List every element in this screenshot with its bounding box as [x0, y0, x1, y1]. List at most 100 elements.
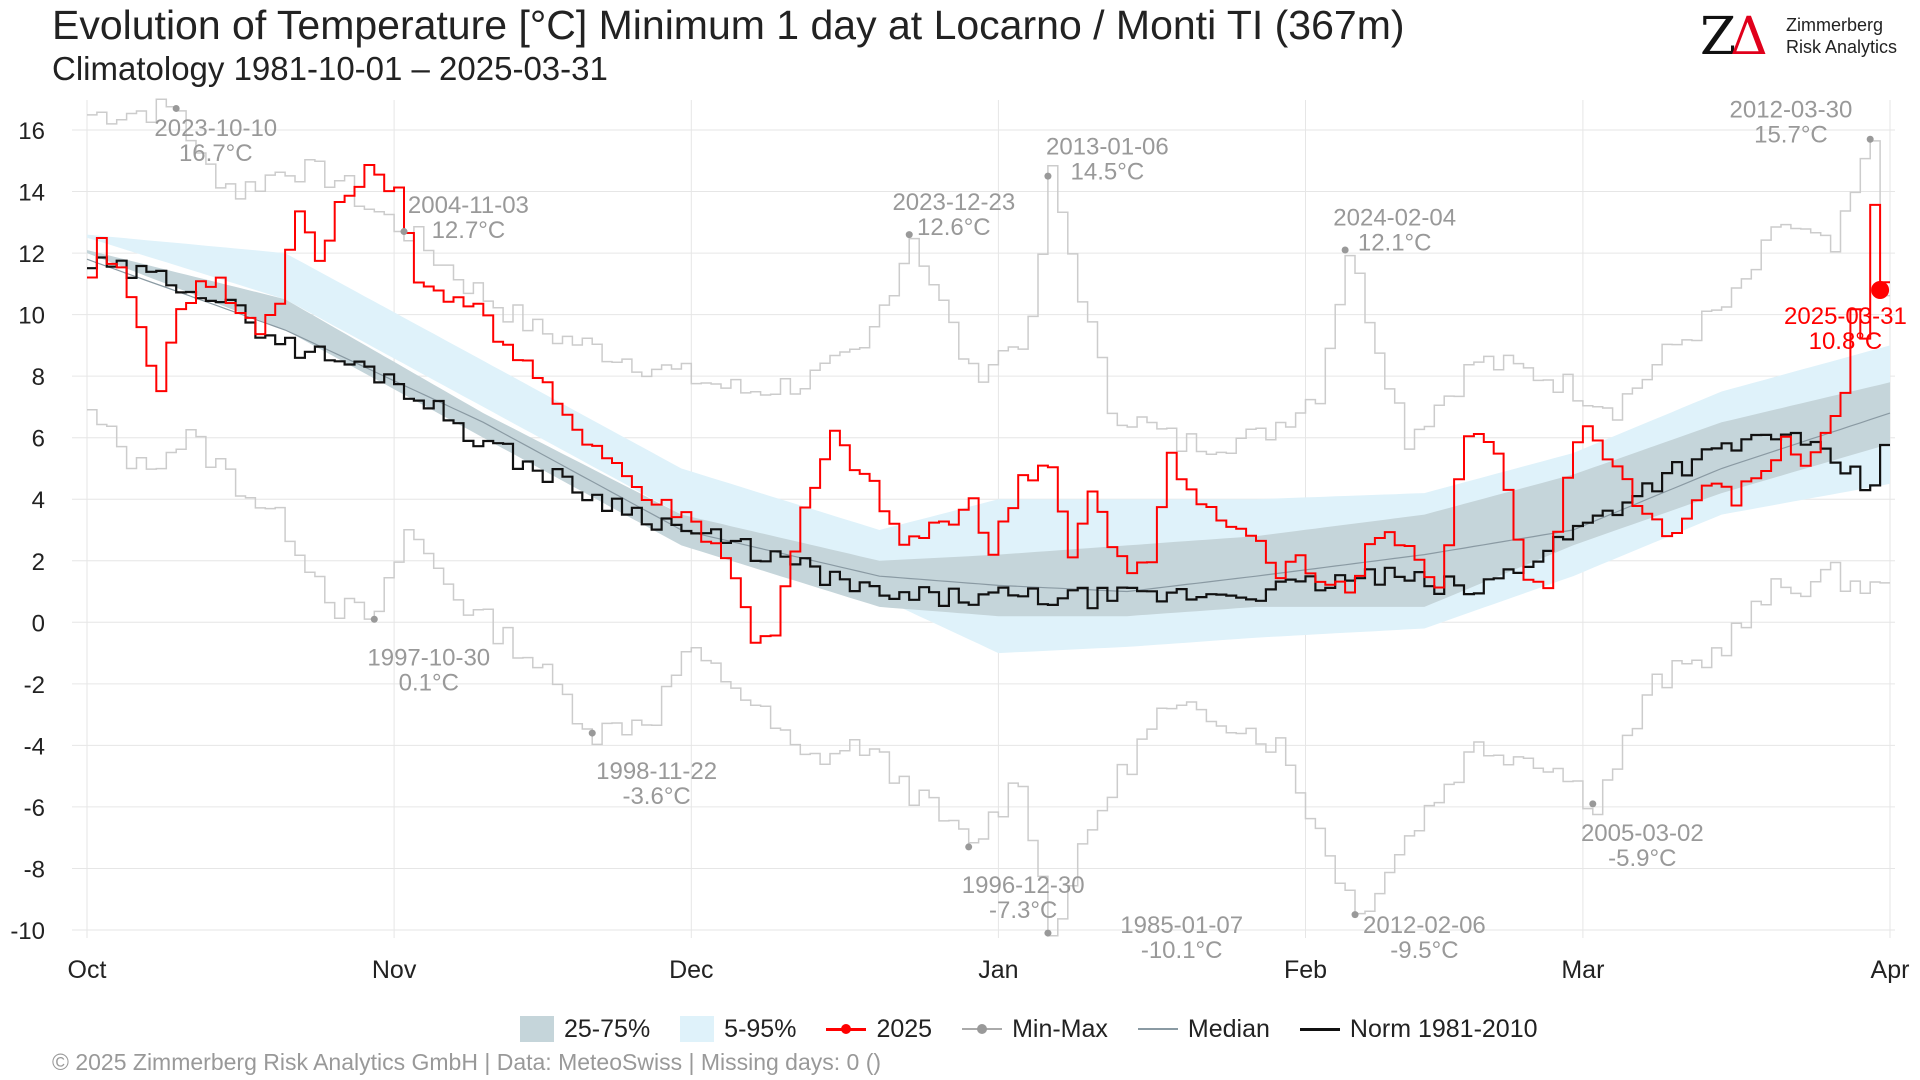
extreme-point — [1044, 172, 1052, 180]
current-date-label: 2025-03-31 — [1784, 303, 1907, 330]
x-tick-label: Oct — [68, 956, 107, 984]
current-value-point — [1871, 281, 1890, 299]
x-axis-ticks: Oct Nov Dec Jan Feb Mar Apr — [68, 956, 1910, 984]
legend-label-norm: Norm 1981-2010 — [1349, 1014, 1538, 1043]
extreme-point — [965, 843, 973, 851]
extreme-value-label: 16.7°C — [179, 140, 253, 167]
y-tick-label: 10 — [18, 303, 45, 330]
extreme-date-label: 1985-01-07 — [1120, 912, 1243, 939]
series-2025-line — [87, 164, 1890, 644]
company-logo: ZΔ Zimmerberg Risk Analytics — [1700, 6, 1910, 68]
extreme-date-label: 2013-01-06 — [1046, 134, 1169, 161]
extreme-point — [1351, 911, 1359, 919]
y-tick-label: 14 — [18, 180, 45, 207]
band-25-75 — [87, 250, 1890, 617]
legend-label-minmax: Min-Max — [1012, 1014, 1108, 1043]
y-tick-label: -8 — [24, 856, 45, 883]
legend-item-2025: 2025 — [826, 1015, 932, 1044]
series-lines — [86, 98, 1891, 937]
extreme-date-label: 1998-11-22 — [596, 758, 717, 785]
extreme-value-label: 14.5°C — [1071, 159, 1145, 186]
extreme-point — [905, 231, 913, 239]
extreme-point — [400, 228, 408, 236]
annotation-points — [172, 104, 1890, 937]
extreme-value-label: 12.1°C — [1358, 229, 1432, 256]
legend-swatch-norm — [1299, 1016, 1340, 1042]
extreme-point — [172, 104, 180, 112]
legend-label-25-75: 25-75% — [564, 1014, 651, 1043]
extreme-value-label: -7.3°C — [989, 897, 1057, 924]
extreme-point — [1341, 246, 1349, 254]
legend-item-5-95: 5-95% — [680, 1015, 796, 1044]
extreme-point — [1589, 800, 1597, 808]
extreme-point — [370, 615, 378, 623]
extreme-value-label: 0.1°C — [399, 669, 459, 696]
legend-item-norm: Norm 1981-2010 — [1299, 1014, 1538, 1044]
y-tick-label: 12 — [18, 241, 45, 268]
extreme-value-label: -9.5°C — [1390, 937, 1458, 964]
y-tick-label: 16 — [18, 118, 45, 145]
x-tick-label: Dec — [669, 956, 713, 984]
extreme-date-label: 2005-03-02 — [1581, 820, 1704, 847]
extreme-point — [588, 729, 596, 737]
extreme-date-label: 2012-02-06 — [1363, 912, 1486, 939]
extreme-date-label: 1997-10-30 — [367, 644, 490, 671]
legend-swatch-2025 — [826, 1016, 867, 1042]
y-tick-label: -2 — [24, 672, 45, 699]
y-tick-label: -4 — [24, 733, 45, 760]
copyright-footer: © 2025 Zimmerberg Risk Analytics GmbH | … — [52, 1049, 882, 1075]
legend-swatch-5-95 — [680, 1016, 715, 1042]
series-min-line — [87, 409, 1890, 937]
percentile-bands — [87, 234, 1890, 654]
legend-swatch-25-75 — [520, 1016, 554, 1042]
extreme-date-label: 2023-12-23 — [892, 189, 1015, 216]
extreme-date-label: 2004-11-03 — [408, 192, 529, 219]
extreme-point — [1866, 135, 1874, 143]
legend-item-25-75: 25-75% — [520, 1015, 650, 1044]
y-tick-label: 0 — [32, 610, 45, 637]
chart-subtitle: Climatology 1981-10-01 – 2025-03-31 — [52, 50, 608, 87]
extreme-date-label: 2024-02-04 — [1333, 204, 1456, 231]
x-tick-label: Jan — [978, 956, 1018, 984]
x-tick-label: Mar — [1561, 956, 1604, 984]
legend-swatch-minmax — [962, 1016, 1003, 1042]
legend-swatch-median — [1137, 1016, 1178, 1042]
y-tick-label: -10 — [10, 918, 45, 945]
extreme-value-label: -10.1°C — [1141, 937, 1223, 964]
x-tick-label: Apr — [1871, 956, 1910, 984]
logo-mark-icon: ZΔ — [1700, 7, 1768, 67]
y-tick-label: 6 — [32, 426, 45, 453]
legend-item-minmax: Min-Max — [962, 1015, 1108, 1044]
extreme-point — [1044, 929, 1052, 937]
y-tick-label: 2 — [32, 549, 45, 576]
series-max-line — [87, 98, 1890, 456]
y-tick-label: 4 — [32, 487, 45, 514]
current-value-label: 10.8°C — [1809, 328, 1883, 355]
extreme-date-label: 2023-10-10 — [154, 115, 277, 142]
extreme-date-label: 1996-12-30 — [962, 872, 1085, 899]
x-tick-label: Nov — [372, 956, 417, 984]
extreme-value-label: 15.7°C — [1754, 122, 1828, 149]
logo-line-2: Risk Analytics — [1786, 37, 1898, 57]
extreme-date-label: 2012-03-30 — [1730, 97, 1853, 124]
extreme-value-label: 12.7°C — [432, 217, 506, 244]
extreme-value-label: -5.9°C — [1608, 845, 1676, 872]
extreme-value-label: 12.6°C — [917, 214, 991, 241]
chart-title: Evolution of Temperature [°C] Minimum 1 … — [52, 2, 1405, 48]
y-axis-ticks: -10 -8 -6 -4 -2 0 2 4 6 8 10 12 14 16 — [10, 118, 45, 945]
legend-label-median: Median — [1187, 1014, 1270, 1043]
x-tick-label: Feb — [1284, 956, 1327, 984]
logo-line-1: Zimmerberg — [1786, 15, 1884, 35]
y-tick-label: 8 — [32, 364, 45, 391]
y-tick-label: -6 — [24, 795, 45, 822]
legend-label-5-95: 5-95% — [724, 1014, 797, 1043]
chart-legend: 25-75% 5-95% 2025 Min-Max Median — [520, 1012, 1568, 1046]
extreme-value-label: -3.6°C — [622, 783, 690, 810]
series-norm-line — [87, 256, 1890, 610]
legend-label-2025: 2025 — [876, 1014, 933, 1043]
logo-text: Zimmerberg Risk Analytics — [1786, 14, 1897, 58]
legend-item-median: Median — [1137, 1014, 1270, 1044]
